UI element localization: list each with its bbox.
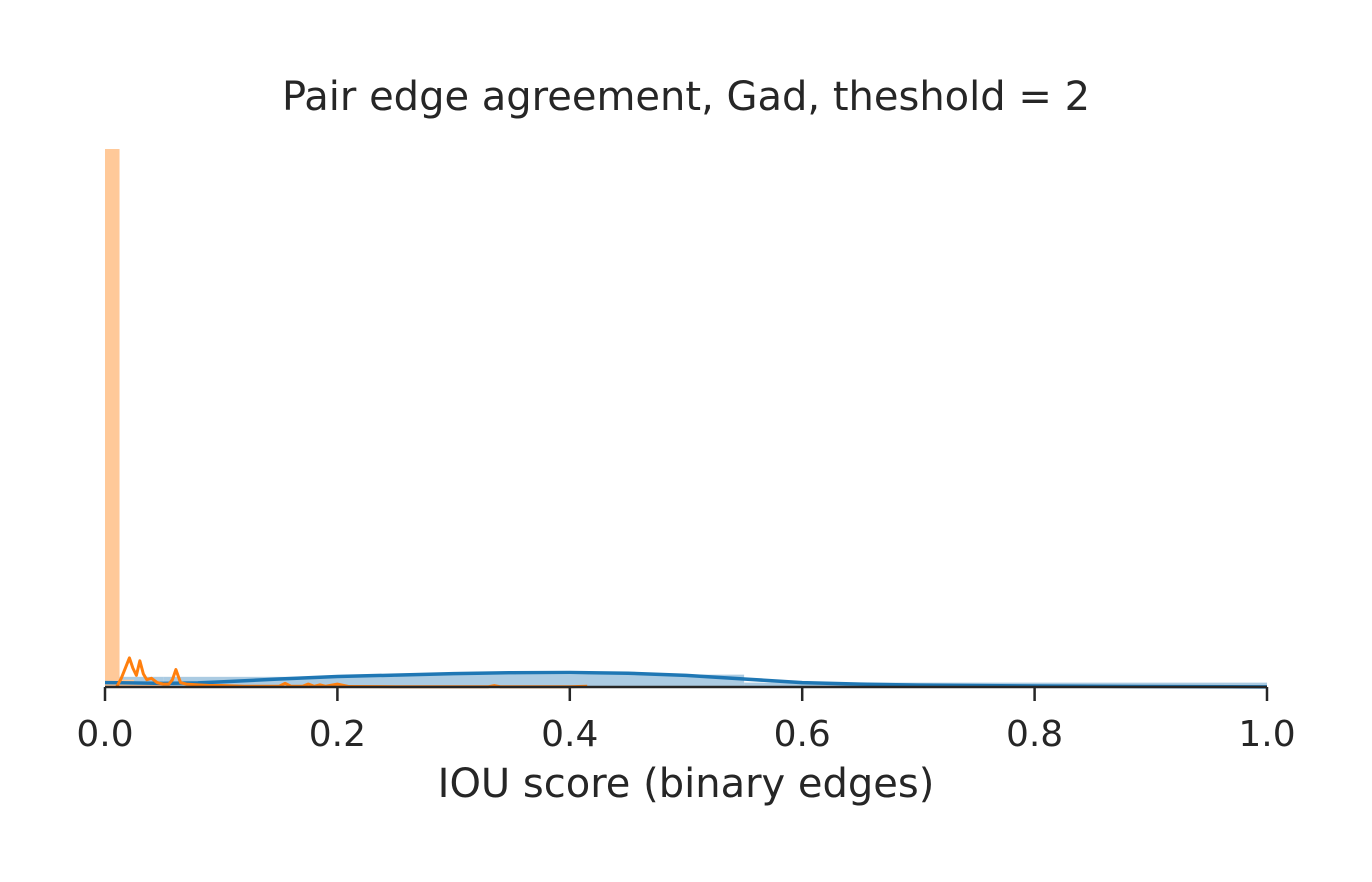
x-axis-label: IOU score (binary edges) (438, 761, 935, 807)
series-0-hist-bar-2 (395, 674, 745, 687)
plot-area (104, 149, 1268, 689)
x-tick-label-2: 0.4 (541, 714, 598, 755)
x-tick-label-1: 0.2 (309, 714, 366, 755)
chart-title: Pair edge agreement, Gad, theshold = 2 (282, 74, 1090, 120)
x-tick-label-4: 0.8 (1006, 714, 1063, 755)
series-1-hist-bar-0 (105, 149, 120, 687)
x-axis: 0.0 0.2 0.4 0.6 0.8 1.0 (76, 685, 1296, 755)
x-tick-label-3: 0.6 (774, 714, 831, 755)
x-tick-label-5: 1.0 (1238, 714, 1295, 755)
series-0-kde-line (104, 670, 1268, 689)
series-0-hist-bar-1 (163, 676, 396, 687)
x-tick-label-0: 0.0 (76, 714, 133, 755)
